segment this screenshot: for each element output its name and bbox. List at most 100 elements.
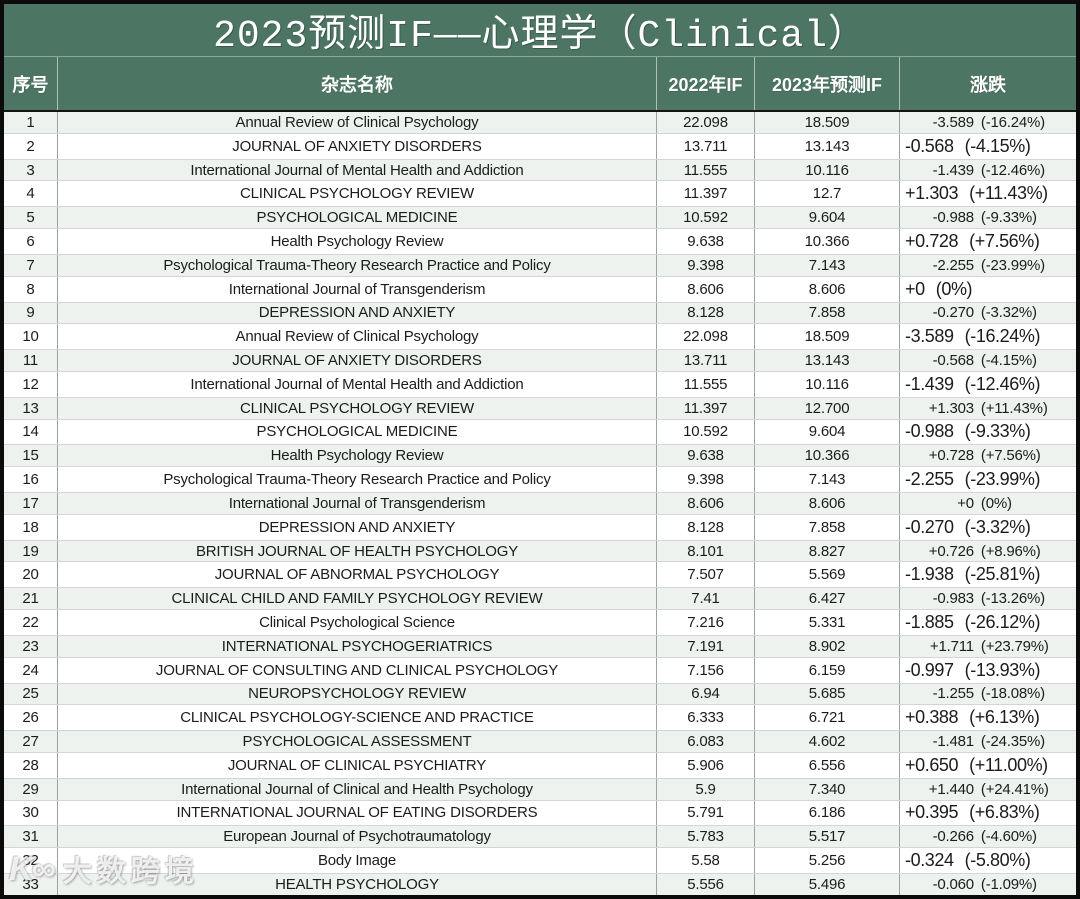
if-2023-predicted-value: 8.606 — [755, 276, 900, 302]
change-cell: +0.726 (+8.96%) — [900, 541, 1076, 562]
change-cell: +0.388 (+6.13%) — [900, 705, 1076, 730]
table-row: 6 Health Psychology Review 9.638 10.366 +0.7… — [4, 229, 1076, 255]
if-2022-value: 8.606 — [657, 276, 755, 302]
table-row: 27 PSYCHOLOGICAL ASSESSMENT 6.083 4.602 -1.4… — [4, 731, 1076, 753]
if-2022-value: 5.906 — [657, 752, 755, 778]
journal-name: Annual Review of Clinical Psychology — [58, 112, 657, 133]
journal-name: INTERNATIONAL JOURNAL OF EATING DISORDER… — [58, 800, 657, 826]
change-value: -3.589 — [932, 113, 975, 131]
row-index: 22 — [4, 610, 58, 635]
table-row: 30 INTERNATIONAL JOURNAL OF EATING DISORD… — [4, 800, 1076, 827]
row-index: 1 — [4, 112, 58, 133]
change-cell: -3.589 (-16.24%) — [900, 324, 1076, 349]
change-value: +1.303 — [905, 183, 959, 204]
if-2022-value: 5.556 — [657, 874, 755, 895]
row-index: 16 — [4, 467, 58, 492]
if-2022-value: 11.555 — [657, 159, 755, 181]
change-value: -0.983 — [932, 590, 975, 608]
change-value: -1.481 — [932, 733, 975, 751]
change-percent: (-3.32%) — [980, 304, 1037, 322]
journal-name: NEUROPSYCHOLOGY REVIEW — [58, 683, 657, 705]
if-2023-predicted-value: 7.143 — [755, 254, 900, 276]
row-index: 19 — [4, 540, 58, 562]
change-cell: -2.255 (-23.99%) — [900, 255, 1076, 276]
if-2023-predicted-value: 6.427 — [755, 588, 900, 610]
change-percent: (-4.15%) — [964, 135, 1031, 156]
change-cell: -0.270 (-3.32%) — [900, 515, 1076, 540]
row-index: 29 — [4, 778, 58, 800]
if-2023-predicted-value: 18.509 — [755, 324, 900, 350]
change-value: -0.997 — [905, 659, 954, 680]
if-2022-value: 11.397 — [657, 181, 755, 207]
change-percent: (-9.33%) — [964, 421, 1031, 442]
journal-name: Clinical Psychological Science — [58, 610, 657, 635]
change-value: +0.728 — [928, 447, 974, 465]
journal-name: PSYCHOLOGICAL ASSESSMENT — [58, 731, 657, 752]
if-2022-value: 8.128 — [657, 514, 755, 540]
table-row: 29 International Journal of Clinical and … — [4, 778, 1076, 801]
change-percent: (-4.60%) — [980, 828, 1037, 846]
change-percent: (+7.56%) — [980, 447, 1041, 465]
change-cell: -1.938 (-25.81%) — [900, 562, 1076, 587]
if-2022-value: 11.397 — [657, 397, 755, 419]
change-value: +0 — [905, 278, 925, 299]
row-index: 23 — [4, 635, 58, 657]
table-row: 9 DEPRESSION AND ANXIETY 8.128 7.858 -0.270 (… — [4, 302, 1076, 325]
if-2022-value: 7.216 — [657, 610, 755, 635]
change-percent: (-12.46%) — [964, 373, 1041, 394]
journal-name: DEPRESSION AND ANXIETY — [58, 514, 657, 540]
change-cell: -1.439 (-12.46%) — [900, 160, 1076, 181]
if-2022-value: 6.083 — [657, 731, 755, 752]
if-2022-value: 7.41 — [657, 588, 755, 610]
journal-name: JOURNAL OF ANXIETY DISORDERS — [58, 350, 657, 371]
row-index: 32 — [4, 848, 58, 873]
change-cell: -0.270 (-3.32%) — [900, 303, 1076, 324]
journal-name: JOURNAL OF ANXIETY DISORDERS — [58, 133, 657, 159]
change-value: -0.060 — [932, 875, 975, 893]
if-2023-predicted-value: 7.858 — [755, 302, 900, 324]
if-2023-predicted-value: 5.496 — [755, 874, 900, 895]
row-index: 20 — [4, 562, 58, 588]
table-row: 32 Body Image 5.58 5.256 -0.324 (-5.80%) — [4, 848, 1076, 874]
row-index: 30 — [4, 800, 58, 826]
table-row: 23 INTERNATIONAL PSYCHOGERIATRICS 7.191 8.9… — [4, 635, 1076, 658]
row-index: 27 — [4, 731, 58, 752]
change-value: -0.988 — [905, 421, 954, 442]
if-2023-predicted-value: 10.366 — [755, 445, 900, 467]
row-index: 9 — [4, 302, 58, 324]
if-2022-value: 22.098 — [657, 324, 755, 350]
if-2022-value: 13.711 — [657, 133, 755, 159]
row-index: 24 — [4, 657, 58, 683]
change-value: -0.568 — [905, 135, 954, 156]
table-row: 31 European Journal of Psychotraumatology… — [4, 826, 1076, 849]
journal-name: JOURNAL OF ABNORMAL PSYCHOLOGY — [58, 562, 657, 588]
journal-name: DEPRESSION AND ANXIETY — [58, 302, 657, 324]
change-value: -0.270 — [905, 516, 954, 537]
row-index: 12 — [4, 371, 58, 397]
change-cell: -1.255 (-18.08%) — [900, 684, 1076, 705]
change-value: -2.255 — [932, 256, 975, 274]
change-cell: -0.988 (-9.33%) — [900, 207, 1076, 228]
change-cell: +1.303 (+11.43%) — [900, 398, 1076, 419]
if-2023-predicted-value: 5.331 — [755, 610, 900, 635]
if-2022-value: 9.398 — [657, 467, 755, 492]
change-percent: (-16.24%) — [980, 113, 1045, 131]
if-2022-value: 11.555 — [657, 371, 755, 397]
change-cell: +0 (0%) — [900, 493, 1076, 514]
if-2023-predicted-value: 6.556 — [755, 752, 900, 778]
journal-name: International Journal of Transgenderism — [58, 276, 657, 302]
table-row: 21 CLINICAL CHILD AND FAMILY PSYCHOLOGY R… — [4, 588, 1076, 611]
row-index: 7 — [4, 254, 58, 276]
change-percent: (-24.35%) — [980, 733, 1045, 751]
journal-name: Psychological Trauma-Theory Research Pra… — [58, 254, 657, 276]
if-2022-value: 13.711 — [657, 350, 755, 371]
change-cell: -0.568 (-4.15%) — [900, 134, 1076, 159]
if-2023-predicted-value: 5.517 — [755, 826, 900, 848]
if-2023-predicted-value: 6.159 — [755, 657, 900, 683]
if-2023-predicted-value: 10.116 — [755, 371, 900, 397]
journal-name: International Journal of Mental Health a… — [58, 371, 657, 397]
change-cell: +1.303 (+11.43%) — [900, 181, 1076, 206]
column-header-if-2022: 2022年IF — [657, 57, 755, 110]
change-value: +1.303 — [928, 399, 974, 417]
